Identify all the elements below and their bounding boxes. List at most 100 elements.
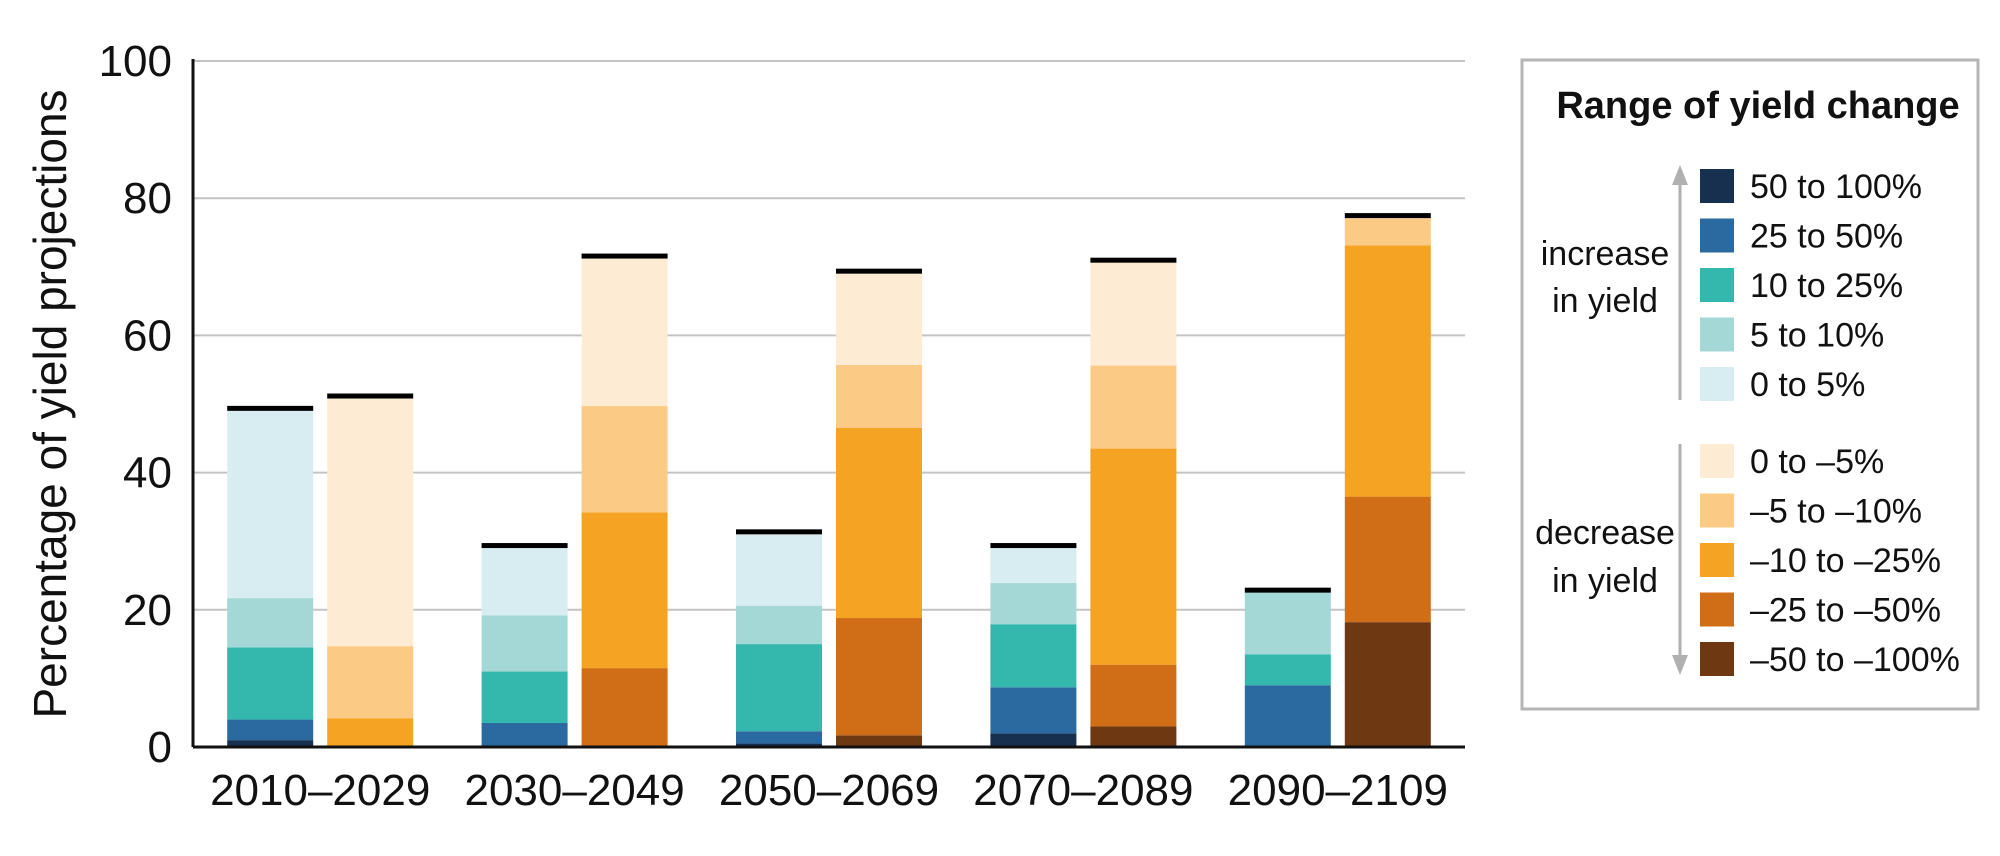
bar-segment-increase-10-to-25pct — [736, 644, 822, 732]
x-tick-label: 2030–2049 — [464, 766, 684, 815]
bar-segment-decrease-m50-to-m100pct — [1090, 726, 1177, 747]
bar-total-cap-decrease — [1090, 257, 1177, 263]
bar-total-cap-decrease — [836, 268, 922, 274]
y-tick-label: 80 — [123, 174, 172, 223]
bar-segment-increase-0-to-5pct — [481, 548, 568, 616]
bar-total-cap-increase — [736, 529, 822, 535]
bar-segment-increase-25-to-50pct — [227, 719, 314, 741]
bar-total-cap-increase — [227, 405, 314, 411]
bar-total-cap-increase — [481, 543, 568, 549]
bar-segment-increase-5-to-10pct — [481, 615, 568, 672]
bar-segment-increase-10-to-25pct — [1244, 654, 1331, 686]
bar-segment-decrease-0-to-m5pct — [581, 258, 668, 407]
bar-segment-decrease-m25-to-m50pct — [1090, 664, 1177, 727]
legend-swatch-decrease-m5-to-m10pct — [1700, 493, 1734, 528]
bar-segment-decrease-m10-to-m25pct — [581, 512, 668, 669]
legend-label: –25 to –50% — [1750, 592, 1941, 630]
y-tick-label: 0 — [148, 723, 172, 772]
bar-segment-decrease-m25-to-m50pct — [581, 668, 668, 747]
bar-segment-increase-50-to-100pct — [736, 743, 822, 747]
legend-swatch-increase-5-to-10pct — [1700, 317, 1734, 352]
bar-total-cap-increase — [990, 543, 1077, 549]
y-axis-title: Percentage of yield projections — [24, 89, 76, 718]
legend-arrows — [1672, 165, 1688, 675]
legend-group-decrease-line1: decrease — [1535, 514, 1675, 552]
legend-swatch-increase-50-to-100pct — [1700, 169, 1734, 203]
y-tick-label: 60 — [123, 311, 172, 360]
bar-segment-increase-25-to-50pct — [736, 731, 822, 744]
legend-swatch-decrease-m25-to-m50pct — [1700, 592, 1734, 627]
legend-items: 50 to 100% 25 to 50% 10 to 25% 5 to 10% 0 to… — [1700, 168, 1960, 679]
legend-group-increase-line2: in yield — [1552, 282, 1658, 320]
bars — [227, 213, 1431, 747]
legend-swatch-increase-10-to-25pct — [1700, 268, 1734, 302]
bar-segment-decrease-m50-to-m100pct — [836, 735, 922, 747]
x-tick-labels: 2010–2029 2030–2049 2050–2069 2070–2089 2090… — [210, 766, 1448, 815]
x-tick-label: 2050–2069 — [719, 766, 939, 815]
legend-group-decrease-line2: in yield — [1552, 562, 1658, 600]
bar-segment-increase-5-to-10pct — [1244, 592, 1331, 655]
bar-segment-increase-5-to-10pct — [227, 598, 314, 648]
bar-segment-increase-0-to-5pct — [990, 548, 1077, 584]
bar-segment-increase-25-to-50pct — [481, 722, 568, 747]
y-tick-labels: 0 20 40 60 80 100 — [99, 37, 172, 772]
bar-segment-decrease-m5-to-m10pct — [581, 406, 668, 513]
legend-label: –5 to –10% — [1750, 493, 1922, 531]
y-tick-label: 20 — [123, 586, 172, 635]
bar-segment-decrease-m10-to-m25pct — [1090, 448, 1177, 665]
bar-segment-increase-50-to-100pct — [990, 733, 1077, 747]
legend-label: 0 to –5% — [1750, 443, 1884, 481]
bar-segment-increase-10-to-25pct — [990, 624, 1077, 688]
legend-swatch-decrease-m10-to-m25pct — [1700, 543, 1734, 577]
bar-segment-decrease-m5-to-m10pct — [836, 364, 922, 429]
bar-segment-decrease-m5-to-m10pct — [1090, 365, 1177, 449]
legend-label: 5 to 10% — [1750, 317, 1884, 355]
legend-swatch-decrease-0-to-m5pct — [1700, 444, 1734, 478]
bar-segment-decrease-m5-to-m10pct — [1344, 218, 1431, 246]
bar-segment-increase-5-to-10pct — [736, 605, 822, 645]
legend-label: –10 to –25% — [1750, 542, 1941, 580]
bar-segment-decrease-0-to-m5pct — [836, 273, 922, 365]
bar-segment-decrease-m10-to-m25pct — [327, 718, 414, 747]
bar-total-cap-decrease — [581, 253, 668, 259]
bar-segment-decrease-m10-to-m25pct — [1344, 245, 1431, 497]
bar-segment-decrease-m5-to-m10pct — [327, 646, 414, 719]
legend-group-increase-line1: increase — [1541, 235, 1670, 273]
y-tick-label: 40 — [123, 449, 172, 498]
legend-label: 25 to 50% — [1750, 218, 1903, 256]
bar-segment-increase-5-to-10pct — [990, 583, 1077, 625]
x-tick-label: 2010–2029 — [210, 766, 430, 815]
legend-box — [1520, 58, 1980, 711]
bar-segment-decrease-m50-to-m100pct — [1344, 622, 1431, 747]
x-tick-label: 2090–2109 — [1228, 766, 1448, 815]
legend-label: 0 to 5% — [1750, 366, 1865, 404]
bar-segment-increase-10-to-25pct — [481, 671, 568, 723]
bar-segment-decrease-m25-to-m50pct — [836, 618, 922, 736]
legend-swatch-increase-25-to-50pct — [1700, 218, 1734, 253]
increase-arrow-head-icon — [1672, 165, 1688, 185]
bar-segment-increase-0-to-5pct — [736, 534, 822, 606]
legend-label: –50 to –100% — [1750, 641, 1960, 679]
legend-swatch-decrease-m50-to-m100pct — [1700, 642, 1734, 676]
legend: Range of yield change increase in yield … — [1520, 58, 1980, 711]
bar-total-cap-decrease — [327, 393, 414, 399]
legend-label: 10 to 25% — [1750, 267, 1903, 305]
decrease-arrow-head-icon — [1672, 655, 1688, 675]
bar-segment-increase-25-to-50pct — [1244, 685, 1331, 747]
bar-total-cap-increase — [1244, 587, 1331, 593]
bar-total-cap-decrease — [1344, 213, 1431, 219]
bar-segment-increase-25-to-50pct — [990, 687, 1077, 734]
bar-segment-increase-10-to-25pct — [227, 647, 314, 720]
bar-segment-decrease-0-to-m5pct — [1090, 262, 1177, 366]
bar-segment-increase-50-to-100pct — [227, 740, 314, 747]
legend-swatch-increase-0-to-5pct — [1700, 367, 1734, 401]
legend-title: Range of yield change — [1556, 85, 1959, 127]
bar-segment-decrease-m10-to-m25pct — [836, 428, 922, 619]
x-tick-label: 2070–2089 — [973, 766, 1193, 815]
legend-label: 50 to 100% — [1750, 168, 1922, 206]
y-tick-label: 100 — [99, 37, 172, 86]
bar-segment-decrease-0-to-m5pct — [327, 398, 414, 647]
bar-segment-increase-0-to-5pct — [227, 410, 314, 599]
bar-segment-decrease-m25-to-m50pct — [1344, 496, 1431, 623]
